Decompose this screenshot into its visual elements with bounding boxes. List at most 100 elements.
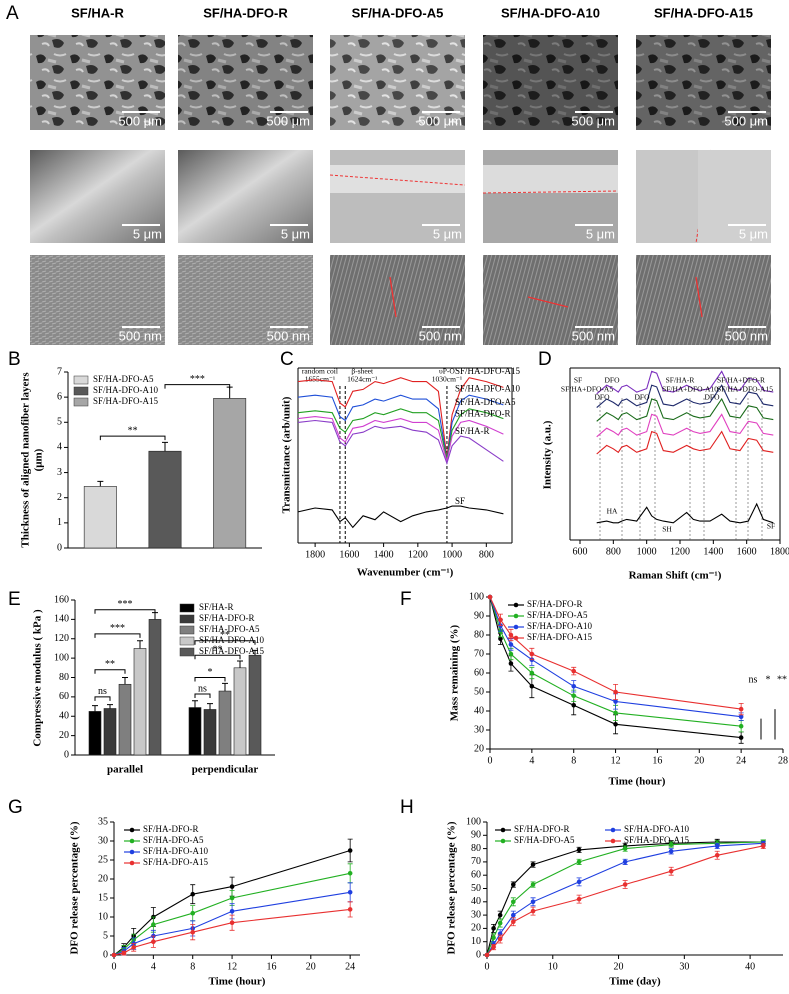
x-tick-label: 8 [571,755,576,766]
x-tick-label: 800 [479,549,494,560]
annotation: SF/HA+DFO-A5 [561,385,613,394]
series-label: SF/HA-DFO-A10 [455,383,521,393]
data-point [190,891,196,897]
legend-swatch [179,614,195,624]
data-point [668,842,674,847]
legend-marker [129,849,135,855]
data-point [571,684,577,689]
data-point [738,714,744,719]
annotation: SF/HA+DFO-R [717,376,765,385]
y-tick-label: 20 [98,873,108,884]
series-line [297,505,504,529]
significance-label: *** [190,374,205,385]
bar [203,709,217,756]
bar [103,708,117,756]
legend-marker [500,838,506,844]
data-point [576,847,582,853]
bar [88,711,102,756]
error-bar [97,480,104,487]
scale-bar-label: 500 nm [572,328,615,343]
legend-marker [610,827,616,833]
y-tick-label: 60 [59,691,69,702]
sem-image [483,35,618,130]
y-tick-label: 100 [54,652,69,663]
bar [133,648,147,756]
x-tick-label: 0 [112,961,117,972]
bar [83,486,117,549]
data-point [622,882,628,887]
data-point [508,632,514,638]
legend-label: SF/HA-DFO-R [514,824,570,834]
x-tick-label: 1000 [637,546,657,557]
annotation: SF/HA+DFO-A15 [717,385,773,394]
x-tick-label: 0 [488,755,493,766]
data-point [347,890,353,895]
data-point [668,848,674,854]
panel-label: D [538,349,552,370]
x-tick-label: 16 [266,961,276,972]
scale-bar-label: 5 μm [133,226,162,241]
data-point [131,945,136,950]
data-point [347,907,353,912]
scale-bar-label: 5 μm [281,226,310,241]
x-tick-label: parallel [107,764,143,776]
y-tick-label: 20 [59,730,69,741]
annotation: SH [662,525,672,534]
data-point [491,944,496,950]
data-point [571,668,577,674]
data-point [530,908,536,914]
annotation: HA [607,507,618,516]
significance-label: * [208,667,213,678]
x-tick-label: 1400 [703,546,723,557]
legend-label: SF/HA-DFO-R [143,824,199,834]
data-point [511,899,516,905]
red-dash [482,190,619,194]
legend-marker [500,827,506,833]
significance-bracket [94,669,126,674]
x-tick-label: 1200 [408,549,428,560]
scale-bar-label: 500 μm [418,113,462,128]
annotation: DFO [594,393,610,402]
annotation: DFO [604,376,620,385]
legend-label: SF/HA-DFO-A15 [143,857,209,867]
y-tick-label: 80 [474,629,484,640]
layer-band [330,165,465,193]
x-tick-label: perpendicular [192,764,259,776]
sem-image [636,35,771,130]
data-point [714,852,720,858]
legend-swatch [179,636,195,646]
series-line [486,842,764,956]
scale-bar-label: 500 μm [266,113,310,128]
significance-bracket [94,696,111,701]
bar [248,654,262,756]
column-title: SF/HA-R [71,5,124,20]
x-tick-label: 4 [529,755,534,766]
scale-bar-label: 500 μm [571,113,615,128]
panel-label: B [8,349,21,370]
error-bar [122,677,128,685]
x-tick-label: 12 [611,755,621,766]
data-point [508,642,514,647]
scale-bar-label: 500 nm [267,328,310,343]
y-tick-label: 20 [474,743,484,754]
x-tick-label: 1400 [374,549,394,560]
x-tick-label: 20 [614,961,624,972]
scale-bar-label: 500 nm [419,328,462,343]
y-axis-label: Transmittance (arb/unit) [281,396,293,513]
legend-label: SF/HA-DFO-A5 [143,835,204,845]
y-tick-label: 60 [474,667,484,678]
data-point [511,882,516,887]
data-point [487,594,493,600]
legend-label: SF/HA-DFO-A15 [93,396,159,406]
data-point [121,950,127,956]
series-line [596,397,774,422]
significance-bracket [194,654,241,660]
series-line [596,384,774,409]
bar [233,667,247,756]
data-point [714,843,720,849]
series-label: SF/HA-DFO-A5 [455,397,516,407]
y-tick-label: 0 [64,749,69,760]
image-shade [483,35,618,130]
y-axis-label: Thickness of aligned nanofiber layers [20,372,32,548]
y-tick-label: 120 [54,633,69,644]
